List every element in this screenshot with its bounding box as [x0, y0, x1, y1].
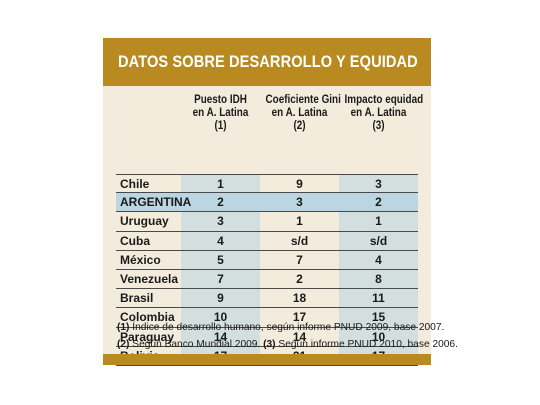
gini-rank: s/d [290, 233, 309, 248]
footnote-number: (1) [117, 322, 130, 333]
column-header-line: en A. Latina [271, 107, 328, 119]
impacto-rank: 15 [339, 308, 418, 327]
column-header-line: (1) [214, 120, 227, 132]
data-card: DATOS SOBRE DESARROLLO Y EQUIDAD Puesto … [103, 38, 458, 366]
column-header-impacto: Impacto equidad en A. Latina (3) [339, 94, 424, 170]
column-header-line: en A. Latina [192, 107, 249, 119]
table-row: Uruguay 3 1 1 [116, 212, 418, 232]
column-header-line: en A. Latina [350, 107, 407, 119]
gini-rank: 17 [292, 310, 307, 325]
country-name: México [120, 252, 161, 267]
gini-rank: 1 [296, 214, 303, 229]
column-header-line: Coeficiente Gini [265, 94, 341, 106]
idh-rank: 14 [181, 327, 260, 346]
country-name: Colombia [120, 310, 175, 325]
column-header-line: Impacto equidad [344, 94, 424, 106]
country-name: Cuba [120, 233, 150, 248]
gini-rank: 18 [292, 291, 307, 306]
country-name: Paraguay [120, 329, 175, 344]
impacto-rank: 3 [339, 175, 418, 193]
table-row: Cuba 4 s/d s/d [116, 231, 418, 251]
footnote-text: Índice de desarrollo humano, según infor… [129, 322, 445, 333]
idh-rank: 9 [181, 289, 260, 308]
title-bar: DATOS SOBRE DESARROLLO Y EQUIDAD [103, 38, 431, 86]
gini-rank: 9 [296, 176, 303, 191]
country-name: Brasil [120, 291, 154, 306]
idh-rank: 1 [181, 175, 260, 193]
idh-rank: 5 [181, 250, 260, 269]
page-title: DATOS SOBRE DESARROLLO Y EQUIDAD [118, 52, 418, 71]
table-row: Chile 1 9 3 [116, 174, 418, 194]
column-header-gini: Coeficiente Gini en A. Latina (2) [260, 94, 341, 170]
idh-rank: 2 [217, 195, 224, 210]
table-row: Venezuela 7 2 8 [116, 269, 418, 290]
impacto-rank: 4 [339, 250, 418, 269]
footnote-text: Según informe PNUD 2010, base 2006. [275, 339, 458, 350]
table-row: Paraguay 14 14 10 [116, 327, 418, 347]
table-header: Puesto IDH en A. Latina (1) Coeficiente … [103, 86, 431, 174]
column-header-line: Puesto IDH [194, 94, 247, 106]
table-row: México 5 7 4 [116, 250, 418, 270]
column-header-line: (2) [293, 120, 306, 132]
impacto-rank: 2 [375, 195, 382, 210]
footnote-1: (1) Índice de desarrollo humano, según i… [117, 319, 444, 336]
idh-rank: 10 [181, 308, 260, 327]
footnote-text: Según Banco Mundial 2009. [129, 339, 264, 350]
country-name: Uruguay [120, 214, 169, 229]
impacto-rank: 1 [339, 212, 418, 231]
footnotes: (1) Índice de desarrollo humano, según i… [117, 319, 458, 353]
country-name: Venezuela [120, 272, 179, 287]
impacto-rank: 8 [339, 269, 418, 289]
footnote-2-3: (2) Según Banco Mundial 2009. (3) Según … [117, 336, 458, 353]
data-table: Chile 1 9 3 ARGENTINA 2 3 2 Uruguay 3 1 1 Cuba 4 s/d s/… [116, 174, 418, 366]
table-row: Brasil 9 18 11 [116, 289, 418, 309]
column-header-line: (3) [372, 120, 385, 132]
footnote-number: (3) [263, 339, 276, 350]
impacto-rank: 10 [339, 327, 418, 346]
gini-rank: 2 [296, 272, 303, 287]
bottom-bar [103, 354, 431, 365]
idh-rank: 7 [181, 269, 260, 289]
country-name: Chile [120, 176, 150, 191]
column-header-idh: Puesto IDH en A. Latina (1) [181, 94, 260, 170]
gini-rank: 3 [296, 195, 303, 210]
country-name: ARGENTINA [120, 195, 192, 210]
impacto-rank: 11 [339, 289, 418, 308]
impacto-rank: s/d [339, 231, 418, 250]
table-row: Colombia 10 17 15 [116, 308, 418, 328]
gini-rank: 14 [292, 329, 307, 344]
idh-rank: 4 [181, 231, 260, 250]
gini-rank: 7 [296, 252, 303, 267]
table-row: ARGENTINA 2 3 2 [116, 193, 418, 213]
footnote-number: (2) [117, 339, 130, 350]
idh-rank: 3 [181, 212, 260, 231]
